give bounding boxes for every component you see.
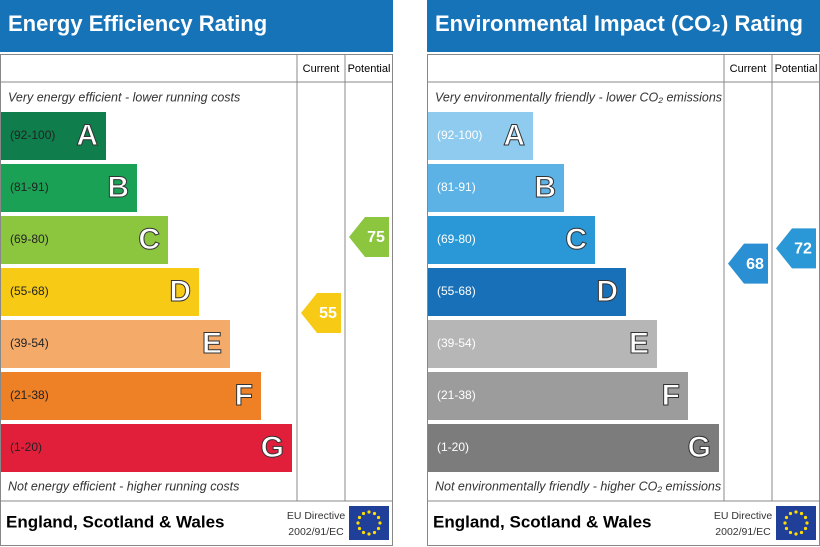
eu-star (794, 510, 798, 514)
directive: EU Directive (287, 510, 346, 522)
top-note: Very environmentally friendly - lower CO… (435, 90, 722, 104)
rating-value: 55 (319, 305, 337, 322)
eu-star (367, 532, 371, 536)
band-range: (21-38) (10, 388, 49, 402)
band-range: (39-54) (437, 336, 476, 350)
band-letter: F (235, 379, 253, 412)
eu-star (788, 511, 793, 516)
eu-star (803, 515, 808, 520)
rating-arrow (728, 243, 768, 284)
column-header: Potential (775, 63, 818, 75)
eu-star (376, 515, 381, 520)
band-range: (21-38) (437, 388, 476, 402)
band (428, 164, 564, 212)
band-letter: B (107, 171, 129, 204)
band (428, 112, 533, 160)
eu-star (378, 521, 382, 525)
band (1, 216, 168, 264)
band-letter: A (76, 119, 98, 152)
rating-value: 72 (794, 241, 812, 258)
footer-region: England, Scotland & Wales (433, 512, 652, 531)
band-range: (55-68) (437, 284, 476, 298)
eu-star (372, 511, 377, 516)
rating-arrow (349, 217, 389, 257)
band (1, 320, 230, 368)
column-header: Current (303, 63, 340, 75)
band-range: (92-100) (437, 128, 482, 142)
directive: EU Directive (714, 510, 773, 522)
band (1, 268, 199, 316)
column-header: Potential (348, 63, 391, 75)
panel-title: Environmental Impact (CO₂) Rating (435, 11, 803, 36)
band-letter: E (629, 327, 649, 360)
eu-star (357, 515, 362, 520)
footer-region: England, Scotland & Wales (6, 512, 225, 531)
eu-star (784, 526, 789, 531)
band-letter: D (169, 275, 191, 308)
top-note: Very energy efficient - lower running co… (8, 90, 240, 104)
bottom-note: Not environmentally friendly - higher CO… (435, 479, 721, 493)
band-letter: F (662, 379, 680, 412)
eu-star (805, 521, 809, 525)
band-range: (1-20) (10, 440, 42, 454)
band-letter: C (138, 223, 160, 256)
band-range: (81-91) (437, 180, 476, 194)
eu-star (376, 526, 381, 531)
band (1, 372, 261, 420)
eu-star (783, 521, 787, 525)
eu-star (803, 526, 808, 531)
panel: Environmental Impact (CO₂) Rating Current… (427, 0, 820, 546)
band-letter: B (534, 171, 556, 204)
band (428, 320, 657, 368)
band-letter: G (261, 431, 284, 464)
bottom-note: Not energy efficient - higher running co… (8, 479, 239, 493)
band-range: (69-80) (10, 232, 49, 246)
band-letter: C (565, 223, 587, 256)
title-bar (0, 0, 393, 52)
band (428, 424, 719, 472)
band (428, 216, 595, 264)
eu-star (372, 530, 377, 535)
rating-arrow (301, 293, 341, 333)
eu-star (784, 515, 789, 520)
rating-value: 75 (367, 229, 385, 246)
column-header: Current (730, 63, 767, 75)
eu-star (794, 532, 798, 536)
eu-star (799, 511, 804, 516)
band (1, 164, 137, 212)
frame (0, 54, 393, 546)
band-letter: D (596, 275, 618, 308)
eu-star (361, 511, 366, 516)
band-range: (81-91) (10, 180, 49, 194)
eu-star (799, 530, 804, 535)
band-range: (69-80) (437, 232, 476, 246)
panel-title: Energy Efficiency Rating (8, 11, 267, 36)
band (428, 372, 688, 420)
directive: 2002/91/EC (288, 526, 344, 538)
band (1, 424, 292, 472)
band (428, 268, 626, 316)
title-bar (427, 0, 820, 52)
rating-value: 68 (746, 256, 764, 273)
band-range: (92-100) (10, 128, 55, 142)
eu-star (356, 521, 360, 525)
band-letter: A (503, 119, 525, 152)
band (1, 112, 106, 160)
rating-arrow (776, 228, 816, 269)
eu-star (361, 530, 366, 535)
eu-star (367, 510, 371, 514)
band-range: (39-54) (10, 336, 49, 350)
band-range: (55-68) (10, 284, 49, 298)
band-letter: G (688, 431, 711, 464)
eu-star (788, 530, 793, 535)
band-range: (1-20) (437, 440, 469, 454)
eu-star (357, 526, 362, 531)
panel: Energy Efficiency Rating Current Potential… (0, 0, 393, 546)
band-letter: E (202, 327, 222, 360)
directive: 2002/91/EC (715, 526, 771, 538)
